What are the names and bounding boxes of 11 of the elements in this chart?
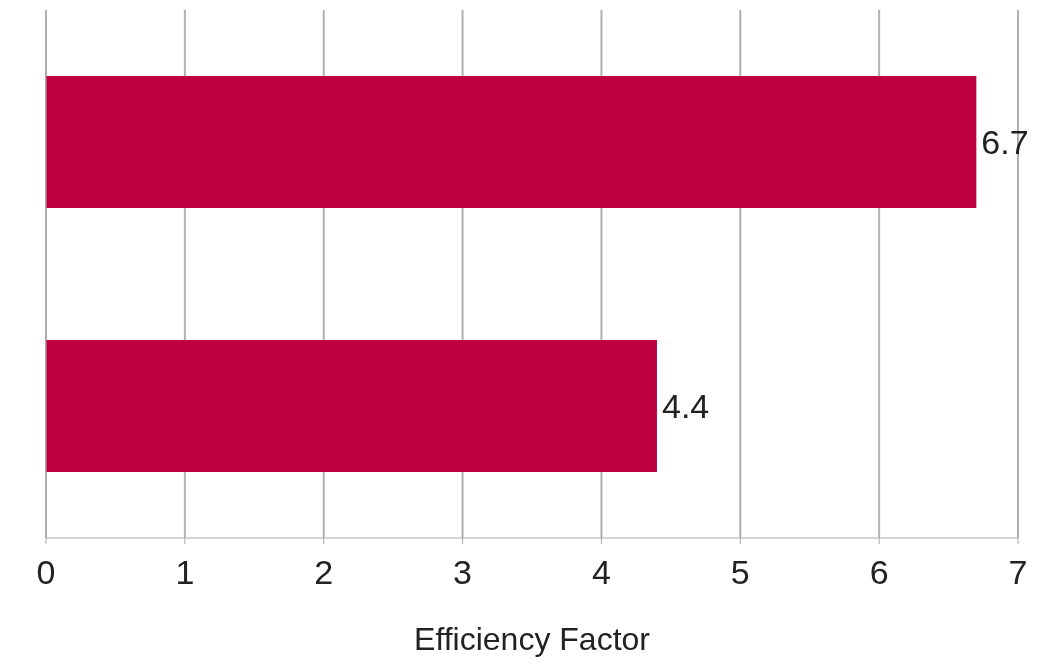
data-label: 6.7 bbox=[981, 123, 1029, 162]
data-label: 4.4 bbox=[661, 387, 710, 426]
x-axis-title: Efficiency Factor bbox=[414, 621, 651, 657]
x-tick-label: 1 bbox=[175, 553, 195, 592]
x-tick-label: 5 bbox=[730, 553, 750, 592]
x-tick-label: 0 bbox=[36, 553, 56, 592]
x-tick-label: 7 bbox=[1008, 553, 1028, 592]
x-tick-label: 4 bbox=[591, 553, 611, 592]
x-tick-label: 6 bbox=[869, 553, 889, 592]
x-tick-label: 3 bbox=[453, 553, 473, 592]
x-tick-label: 2 bbox=[314, 553, 334, 592]
